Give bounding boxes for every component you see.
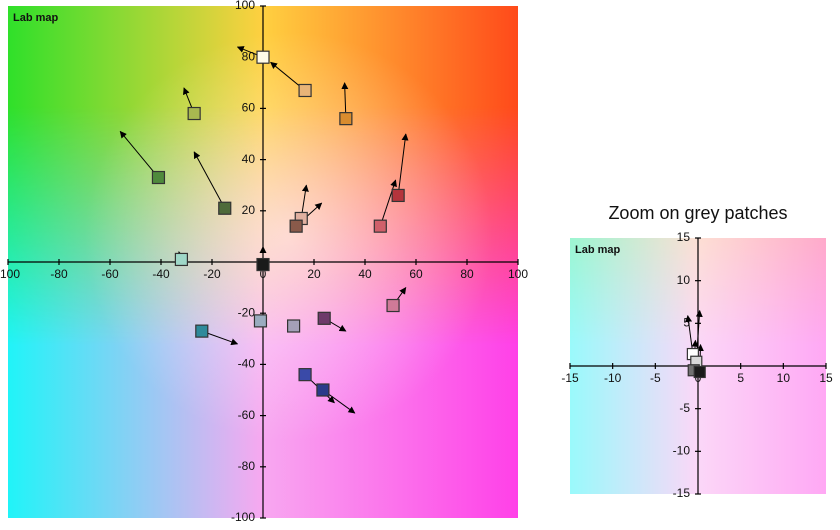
x-tick-label: 0 xyxy=(260,267,267,281)
y-tick-label: 60 xyxy=(242,101,256,115)
patch xyxy=(316,383,330,397)
chart-title: Lab map xyxy=(13,12,59,24)
x-tick-label: -5 xyxy=(650,371,661,385)
patch xyxy=(693,365,706,379)
patch xyxy=(256,50,270,64)
patch xyxy=(195,324,209,338)
y-tick-label: 20 xyxy=(242,203,256,217)
x-tick-label: 10 xyxy=(777,371,791,385)
x-tick-label: -15 xyxy=(561,371,579,385)
y-tick-label: -20 xyxy=(238,305,256,319)
y-tick-label: -100 xyxy=(231,510,255,524)
shift-arrow xyxy=(685,314,694,355)
x-tick-label: -20 xyxy=(203,267,221,281)
x-tick-label: -40 xyxy=(152,267,170,281)
patch xyxy=(256,257,270,272)
shift-arrow xyxy=(397,133,409,196)
shift-arrow xyxy=(119,130,159,178)
y-tick-label: -40 xyxy=(238,357,256,371)
patch xyxy=(218,201,232,215)
y-tick-label: -15 xyxy=(673,486,691,500)
y-tick-label: 10 xyxy=(677,273,691,287)
x-tick-label: -80 xyxy=(50,267,68,281)
patch xyxy=(339,112,353,126)
patch xyxy=(373,219,387,233)
x-tick-label: 100 xyxy=(508,267,528,281)
y-tick-label: -80 xyxy=(238,459,256,473)
x-tick-label: 0 xyxy=(695,371,702,385)
patch xyxy=(386,298,400,313)
x-tick-label: -60 xyxy=(101,267,119,281)
y-tick-label: 100 xyxy=(235,0,255,12)
y-tick-label: 5 xyxy=(683,316,690,330)
y-tick-label: -10 xyxy=(673,444,691,458)
shift-arrow xyxy=(193,151,226,209)
patch xyxy=(391,188,405,203)
y-tick-label: 15 xyxy=(677,230,691,244)
zoom-heading: Zoom on grey patches xyxy=(608,203,787,223)
shift-arrow xyxy=(379,179,397,227)
patch xyxy=(298,368,312,382)
x-tick-label: -10 xyxy=(604,371,622,385)
x-tick-label: 60 xyxy=(409,267,423,281)
x-tick-label: 5 xyxy=(737,371,744,385)
patch xyxy=(298,83,312,98)
x-tick-label: 15 xyxy=(819,371,833,385)
patch xyxy=(317,311,331,325)
patch xyxy=(289,219,303,233)
y-tick-label: -60 xyxy=(238,408,256,422)
chart-title: Lab map xyxy=(575,244,621,256)
patch xyxy=(174,252,188,267)
x-tick-label: 20 xyxy=(307,267,321,281)
x-tick-label: 80 xyxy=(460,267,474,281)
x-tick-label: 40 xyxy=(358,267,372,281)
patch xyxy=(287,319,301,333)
patch xyxy=(187,106,201,121)
patch xyxy=(151,170,166,185)
patch xyxy=(253,314,268,328)
y-tick-label: 40 xyxy=(242,152,256,166)
y-tick-label: -5 xyxy=(679,401,690,415)
x-tick-label: -100 xyxy=(0,267,20,281)
